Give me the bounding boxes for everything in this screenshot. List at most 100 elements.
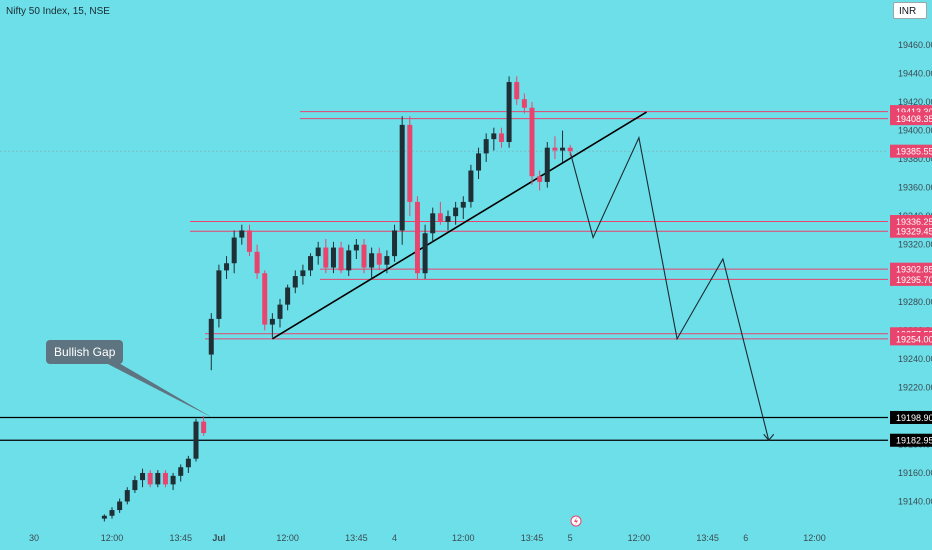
trend-lines	[271, 111, 775, 442]
candle	[132, 475, 138, 493]
candle	[193, 418, 199, 462]
x-tick-label: 13:45	[521, 533, 544, 543]
projection-path	[569, 135, 770, 441]
price-tag-bg	[890, 272, 932, 286]
candle	[476, 147, 482, 180]
x-tick-label: 4	[392, 533, 397, 543]
candle	[246, 224, 252, 257]
candle-body	[468, 170, 474, 202]
candle	[453, 201, 459, 225]
candle	[285, 284, 291, 311]
price-tag-label: 19254.00	[896, 334, 932, 344]
candle-body	[453, 207, 459, 217]
candle	[231, 230, 237, 274]
candle	[353, 238, 359, 259]
candle-body	[208, 318, 214, 355]
y-tick-label: 19420.00	[898, 97, 932, 107]
candle	[437, 201, 443, 225]
candle	[315, 241, 321, 265]
x-tick-label: 12:00	[628, 533, 651, 543]
candle-body	[437, 213, 443, 222]
x-tick-label: 30	[29, 533, 39, 543]
candle	[308, 253, 314, 277]
x-tick-label: 13:45	[169, 533, 192, 543]
candle	[414, 196, 420, 279]
y-tick-label: 19380.00	[898, 154, 932, 164]
candle-body	[422, 233, 428, 274]
y-tick-label: 19240.00	[898, 354, 932, 364]
trend-line	[271, 111, 647, 340]
candle	[101, 514, 107, 522]
candle-body	[140, 472, 146, 481]
price-tag: 19182.95	[890, 433, 932, 447]
y-tick-label: 19280.00	[898, 297, 932, 307]
candle-body	[399, 124, 405, 231]
candle-body	[552, 147, 558, 151]
x-tick-label: 13:45	[696, 533, 719, 543]
candle	[117, 498, 123, 513]
candle-body	[376, 253, 382, 265]
candle	[514, 76, 520, 105]
price-tag-bg	[890, 433, 932, 447]
x-tick-label: 12:00	[452, 533, 475, 543]
price-tag: 19198.90	[890, 410, 932, 424]
price-tag: 19408.35	[890, 112, 932, 126]
candle-body	[300, 270, 306, 277]
candle	[537, 170, 543, 191]
x-tick-label: 6	[743, 533, 748, 543]
callout-pointer-shape	[100, 352, 213, 418]
candle-body	[353, 244, 359, 251]
candle-body	[308, 256, 314, 271]
candle-body	[445, 216, 451, 222]
candle-body	[407, 124, 413, 202]
candle-body	[193, 421, 199, 459]
candle	[560, 130, 566, 162]
candle-body	[392, 230, 398, 257]
candle-body	[147, 472, 153, 485]
price-tag-label: 19408.35	[896, 114, 932, 124]
price-tag: 19329.45	[890, 224, 932, 238]
candle-body	[254, 251, 260, 274]
price-tag-label: 19295.70	[896, 275, 932, 285]
price-tag-bg	[890, 112, 932, 126]
candle-body	[560, 147, 566, 151]
candle-body	[201, 421, 207, 434]
candle-body	[544, 147, 550, 182]
candle	[330, 241, 336, 274]
candle-body	[269, 318, 275, 325]
candle	[109, 507, 115, 519]
candle-body	[361, 244, 367, 268]
price-tag-label: 19329.45	[896, 227, 932, 237]
candle	[224, 256, 230, 279]
candle-body	[498, 133, 504, 142]
currency-selector[interactable]: INR	[893, 2, 927, 19]
candle-body	[101, 515, 107, 519]
candle	[292, 270, 298, 294]
horizontal-levels	[0, 111, 888, 441]
price-tag-label: 19302.85	[896, 265, 932, 275]
candle	[162, 470, 168, 488]
candle-body	[178, 467, 184, 476]
candle-body	[170, 475, 176, 485]
lightning-icon[interactable]	[570, 515, 582, 527]
candle-body	[338, 247, 344, 271]
candle	[216, 264, 222, 328]
candle-body	[369, 253, 375, 268]
y-tick-label: 19400.00	[898, 126, 932, 136]
candle-body	[506, 82, 512, 142]
candle	[262, 270, 268, 331]
candle	[506, 76, 512, 148]
x-tick-label: Jul	[212, 533, 225, 543]
candle-body	[529, 107, 535, 177]
candle	[468, 164, 474, 208]
candle-body	[162, 472, 168, 485]
candle	[254, 244, 260, 279]
candle-body	[323, 247, 329, 268]
candle-body	[315, 247, 321, 257]
x-tick-label: 13:45	[345, 533, 368, 543]
price-tag-bg	[890, 262, 932, 276]
price-tag-label: 19336.25	[896, 217, 932, 227]
y-tick-label: 19140.00	[898, 497, 932, 507]
